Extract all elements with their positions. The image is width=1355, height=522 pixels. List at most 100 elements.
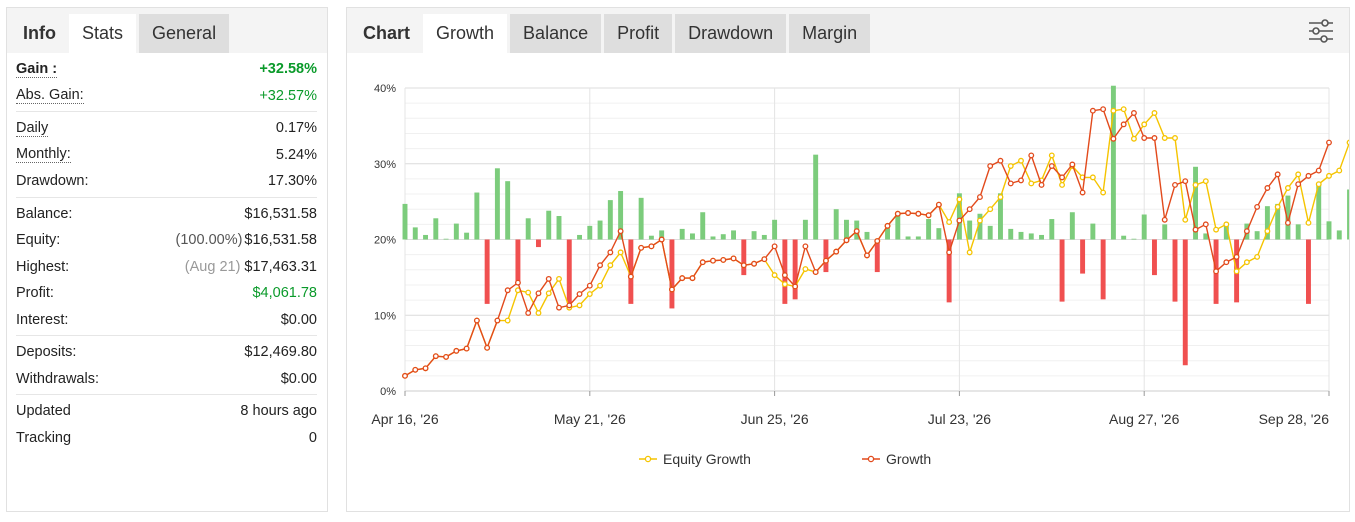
growth-point (648, 243, 655, 250)
growth-point (607, 249, 614, 256)
tab-profit[interactable]: Profit (604, 14, 673, 53)
growth-point (535, 290, 542, 297)
equity-growth-point (997, 194, 1004, 201)
tab-chart[interactable]: Chart (363, 23, 411, 43)
growth-point (463, 345, 470, 352)
growth-point (586, 282, 593, 289)
growth-point (771, 243, 778, 250)
daily-value: 0.17% (275, 120, 317, 137)
daily-bar (648, 235, 654, 240)
tab-general[interactable]: General (139, 14, 230, 53)
equity-growth-point (987, 206, 994, 213)
daily-bar (464, 232, 470, 240)
equity-growth-point (1110, 107, 1117, 114)
tab-margin[interactable]: Margin (789, 14, 871, 53)
growth-point (1151, 135, 1158, 141)
stat-highest: Highest: (Aug 21) $17,463.31 (16, 254, 317, 281)
tab-info[interactable]: Info (23, 23, 56, 43)
daily-bar (1080, 239, 1086, 274)
daily-bar (1295, 224, 1301, 240)
y-tick-label: 30% (374, 159, 396, 171)
equity-growth-point (1192, 182, 1199, 188)
equity-growth-point (1161, 135, 1168, 141)
tab-growth[interactable]: Growth (423, 14, 508, 53)
daily-bar (1285, 195, 1291, 240)
equity-growth-point (1274, 203, 1281, 210)
growth-line (404, 108, 1330, 377)
equity-growth-point (1213, 226, 1220, 233)
growth-point (730, 255, 737, 262)
growth-point (1007, 180, 1014, 187)
growth-point (1202, 221, 1209, 228)
equity-value-wrap: (100.00%) $16,531.58 (176, 232, 317, 248)
gain-value: +32.58% (259, 61, 317, 78)
daily-bar (1275, 203, 1281, 240)
withdrawals-value: $0.00 (280, 370, 317, 387)
daily-bar (556, 216, 562, 240)
equity-growth-point (1028, 180, 1035, 187)
stat-profit: Profit: $4,061.78 (16, 280, 317, 307)
equity-growth-point (1305, 219, 1312, 226)
equity-growth-point (946, 219, 953, 226)
daily-bar (823, 239, 829, 273)
balance-label: Balance: (16, 205, 73, 222)
growth-point (1172, 182, 1178, 188)
profit-value: $4,061.78 (252, 285, 317, 302)
monthly-label[interactable]: Monthly: (16, 146, 71, 164)
drawdown-label: Drawdown: (16, 173, 89, 190)
growth-point (710, 257, 716, 264)
growth-point (1192, 226, 1199, 233)
equity-growth-point (1336, 167, 1343, 174)
growth-point (473, 317, 480, 324)
daily-bar (905, 236, 911, 240)
tab-stats[interactable]: Stats (69, 14, 137, 53)
deposits-label: Deposits: (16, 344, 77, 361)
x-tick-label: Apr 16, '26 (371, 411, 438, 427)
equity-growth-point (1223, 221, 1230, 228)
daily-bar (525, 218, 531, 240)
tracking-label: Tracking (16, 429, 72, 446)
daily-bar (864, 231, 870, 240)
growth-point (740, 262, 747, 269)
abs-gain-value: +32.57% (259, 87, 317, 104)
growth-point (874, 238, 881, 244)
growth-point (915, 210, 922, 217)
equity-growth-point (1315, 181, 1322, 188)
daily-bar (731, 230, 736, 240)
daily-bar (956, 193, 962, 240)
drawdown-value: 17.30% (267, 173, 317, 190)
abs-gain-label[interactable]: Abs. Gain: (16, 87, 84, 105)
growth-point (1130, 110, 1137, 116)
stat-interest: Interest: $0.00 (16, 307, 317, 334)
equity-growth-point (802, 266, 809, 272)
tab-drawdown[interactable]: Drawdown (675, 14, 787, 53)
tab-balance[interactable]: Balance (510, 14, 602, 53)
highest-label: Highest: (16, 258, 70, 275)
daily-bar (1172, 239, 1178, 302)
growth-point (1059, 174, 1066, 181)
stats-panel: Info Stats General Gain : +32.58% Abs. G… (6, 7, 328, 512)
growth-point (566, 302, 573, 309)
equity-growth-point (525, 289, 532, 296)
equity-percent: (100.00%) (175, 232, 243, 249)
x-tick-label: Jul 23, '26 (928, 411, 992, 427)
daily-label[interactable]: Daily (16, 119, 49, 137)
chart-legend[interactable]: Equity Growth Growth (639, 451, 931, 467)
sliders-icon[interactable] (1307, 17, 1335, 45)
equity-growth-point (607, 262, 614, 269)
daily-bar (977, 213, 983, 240)
daily-bar (751, 231, 757, 240)
growth-chart: 0% 10% 20% 30% 40% Apr 16, '26 May 21, '26 Jun … (371, 83, 1349, 467)
daily-bar (844, 219, 849, 240)
equity-label: Equity: (16, 232, 61, 249)
gain-label[interactable]: Gain : (16, 60, 58, 78)
growth-point (1100, 106, 1107, 113)
growth-point (833, 248, 840, 255)
growth-lines (402, 106, 1349, 379)
divider (16, 196, 317, 198)
stat-balance: Balance: $16,531.58 (16, 201, 317, 228)
daily-bar (1141, 214, 1147, 240)
growth-point (658, 236, 665, 243)
legend-marker (644, 455, 652, 463)
equity-growth-point (771, 272, 778, 279)
